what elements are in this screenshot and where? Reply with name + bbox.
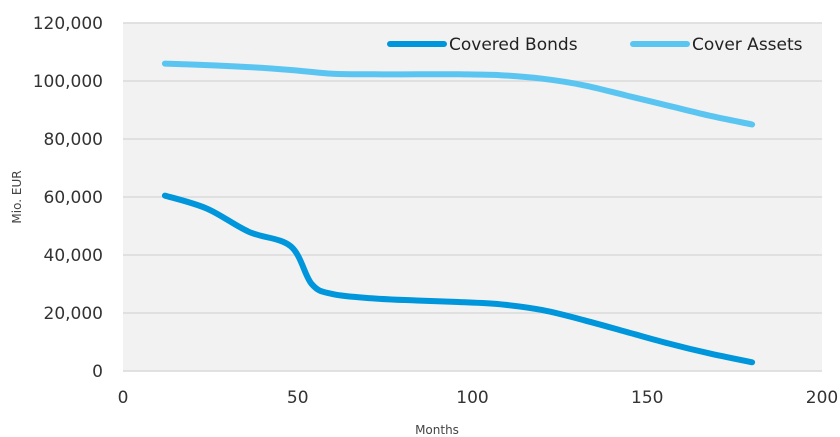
y-tick-label: 80,000 — [44, 130, 103, 150]
gridlines — [123, 22, 822, 372]
series-line-cover-assets — [161, 60, 756, 128]
legend-item-covered-bonds: Covered Bonds — [387, 35, 578, 55]
legend-label: Covered Bonds — [449, 35, 578, 55]
x-axis-title: Months — [415, 423, 459, 437]
y-tick-label: 120,000 — [33, 14, 103, 34]
y-tick-label: 40,000 — [44, 246, 103, 266]
x-tick-label: 0 — [118, 388, 129, 408]
x-tick-label: 150 — [631, 388, 663, 408]
x-tick-label: 50 — [287, 388, 309, 408]
y-tick-label: 100,000 — [33, 72, 103, 92]
y-tick-label: 0 — [92, 362, 103, 382]
legend-label: Cover Assets — [692, 35, 803, 55]
y-axis-title: Mio. EUR — [10, 170, 24, 223]
x-tick-label: 200 — [806, 388, 838, 408]
series-lines — [161, 60, 756, 366]
legend-item-cover-assets: Cover Assets — [630, 35, 803, 55]
x-tick-label: 100 — [456, 388, 488, 408]
y-tick-label: 60,000 — [44, 188, 103, 208]
legend: Covered Bonds Cover Assets — [387, 35, 803, 55]
y-axis-ticks: 0 20,000 40,000 60,000 80,000 100,000 120,000 — [33, 14, 103, 382]
series-line-covered-bonds — [161, 192, 756, 366]
y-tick-label: 20,000 — [44, 304, 103, 324]
x-axis-ticks: 0 50 100 150 200 — [118, 388, 839, 408]
